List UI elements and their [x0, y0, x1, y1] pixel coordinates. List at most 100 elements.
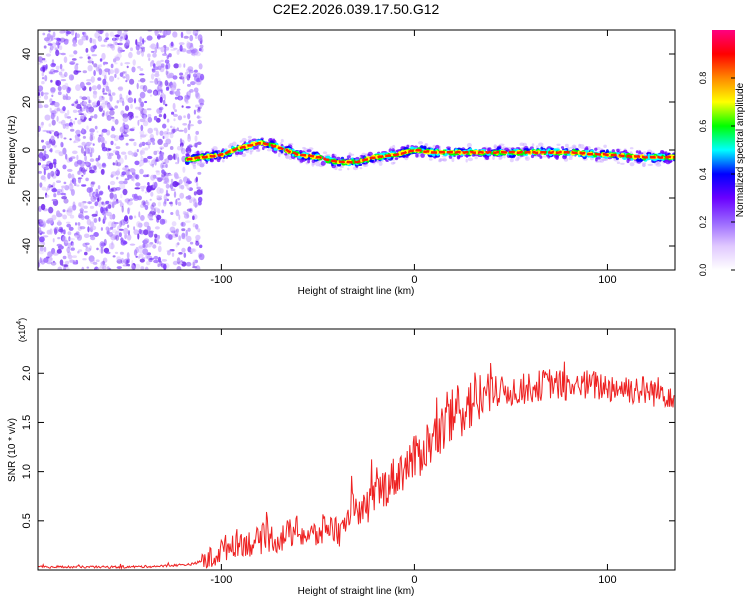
noise-cell: [199, 44, 204, 49]
noise-cell: [190, 248, 195, 252]
noise-cell: [110, 63, 114, 69]
noise-cell: [180, 31, 184, 39]
noise-cell: [73, 120, 76, 125]
noise-cell: [154, 73, 160, 78]
ridge-cell: [664, 151, 668, 155]
spectrogram-panel: -100 0 100 -40 -20 0 20 40 Height of straight …: [7, 29, 676, 297]
noise-cell: [89, 205, 95, 209]
noise-cell: [119, 41, 122, 46]
noise-cell: [42, 242, 46, 246]
noise-cell: [143, 185, 146, 189]
noise-cell: [57, 91, 62, 96]
noise-cell: [159, 218, 166, 225]
noise-cell: [120, 219, 126, 226]
noise-cell: [38, 261, 41, 268]
noise-cell: [139, 85, 145, 90]
noise-cell: [109, 94, 113, 102]
noise-cell: [101, 113, 105, 117]
noise-cell: [155, 170, 160, 173]
noise-cell: [136, 41, 143, 47]
noise-cell: [170, 41, 174, 47]
noise-cell: [158, 154, 164, 161]
ridge-cell: [457, 155, 461, 159]
ridge-cell: [642, 163, 646, 167]
noise-cell: [74, 117, 78, 121]
noise-cell: [62, 94, 66, 97]
noise-cell: [183, 35, 189, 39]
ridge-cell: [394, 157, 399, 161]
colorbar: 0.0 0.2 0.4 0.6 0.8 Normalized spectral ampl…: [698, 30, 746, 276]
noise-cell: [171, 221, 177, 227]
y-tick-label: 2.0: [21, 366, 33, 381]
noise-cell: [138, 79, 141, 83]
noise-cell: [105, 147, 111, 152]
noise-cell: [113, 193, 117, 200]
noise-cell: [159, 30, 163, 33]
noise-cell: [138, 97, 142, 103]
noise-cell: [43, 94, 49, 100]
noise-cell: [109, 75, 115, 82]
noise-cell: [124, 105, 130, 112]
noise-cell: [181, 247, 186, 253]
noise-cell: [38, 170, 42, 174]
noise-cell: [149, 94, 153, 97]
noise-cell: [38, 95, 42, 99]
noise-cell: [100, 168, 105, 175]
noise-cell: [150, 50, 155, 53]
noise-cell: [142, 38, 145, 45]
noise-cell: [108, 93, 111, 97]
noise-cell: [178, 42, 185, 46]
noise-cell: [41, 222, 46, 227]
noise-cell: [105, 200, 110, 205]
noise-cell: [186, 49, 193, 54]
noise-cell: [86, 125, 89, 130]
noise-cell: [76, 184, 80, 187]
noise-cell: [68, 205, 74, 213]
noise-cell: [163, 113, 167, 120]
noise-cell: [100, 242, 106, 247]
noise-cell: [111, 92, 116, 96]
noise-cell: [167, 71, 170, 75]
noise-cell: [102, 260, 105, 265]
noise-cell: [46, 142, 51, 149]
ridge-cell: [642, 151, 648, 155]
noise-cell: [186, 208, 192, 212]
ridge-cell: [222, 159, 225, 163]
noise-cell: [68, 183, 74, 191]
noise-cell: [102, 162, 106, 167]
noise-cell: [39, 61, 43, 64]
ridge-cell: [530, 154, 535, 159]
noise-cell: [125, 258, 130, 261]
noise-cell: [138, 143, 142, 148]
noise-cell: [58, 71, 63, 76]
noise-cell: [52, 182, 56, 187]
noise-cell: [145, 254, 148, 259]
noise-cell: [103, 238, 107, 246]
noise-cell: [136, 149, 139, 153]
noise-cell: [108, 242, 115, 250]
noise-cell: [199, 102, 205, 106]
noise-cell: [196, 186, 201, 190]
noise-cell: [160, 63, 165, 68]
ridge-cell: [578, 144, 585, 147]
noise-cell: [84, 155, 87, 162]
noise-cell: [140, 149, 143, 157]
noise-cell: [114, 62, 118, 65]
ridge-cell: [498, 143, 505, 147]
noise-cell: [79, 56, 83, 59]
noise-cell: [77, 145, 84, 148]
noise-cell: [144, 100, 148, 104]
snr-panel: -100 0 100 0.5 1.0 1.5 2.0 Height of straight…: [7, 318, 676, 597]
ridge-cell: [192, 163, 196, 167]
noise-cell: [173, 118, 176, 122]
ridge-cell: [229, 142, 234, 147]
noise-cell: [91, 102, 96, 106]
noise-cell: [48, 162, 54, 170]
noise-cell: [151, 68, 156, 73]
noise-cell: [143, 229, 149, 236]
noise-cell: [46, 160, 52, 166]
noise-cell: [181, 155, 187, 163]
noise-cell: [89, 158, 95, 163]
noise-cell: [128, 138, 135, 142]
